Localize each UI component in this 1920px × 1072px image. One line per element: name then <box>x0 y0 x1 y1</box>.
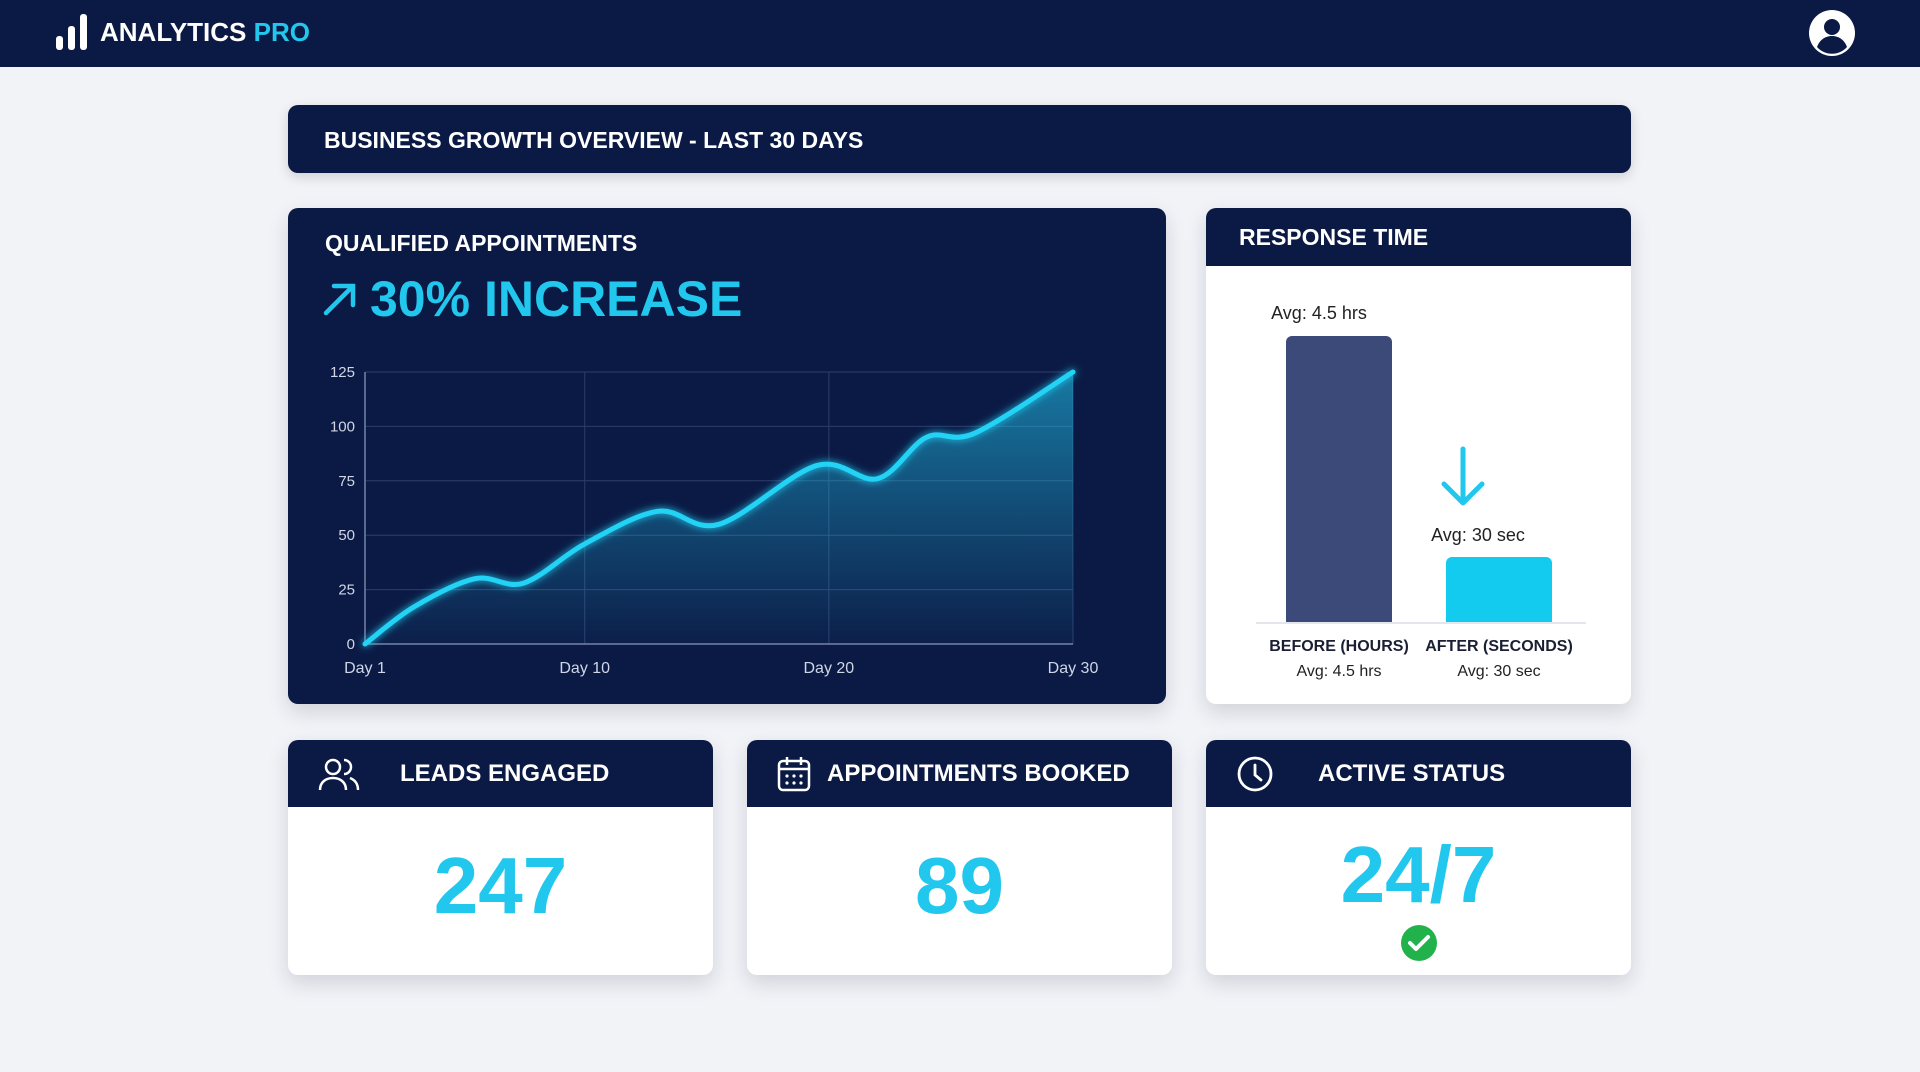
area-fill <box>365 372 1073 644</box>
before-avg: Avg: 4.5 hrs <box>1296 663 1382 680</box>
clock-icon <box>1237 756 1273 791</box>
x-tick-label: Day 30 <box>1048 660 1099 677</box>
baseline <box>1256 622 1586 624</box>
check-circle-icon <box>1401 925 1437 961</box>
leads-value: 247 <box>433 841 568 930</box>
after-bar-label: Avg: 30 sec <box>1431 525 1525 545</box>
active-status-card: ACTIVE STATUS 24/7 <box>1206 740 1631 975</box>
users-icon <box>318 758 360 790</box>
user-avatar-icon[interactable] <box>1808 9 1856 57</box>
increase-value: 30% INCREASE <box>370 271 743 327</box>
card-title: RESPONSE TIME <box>1206 208 1631 266</box>
brand-logo[interactable]: ANALYTICS PRO <box>56 14 310 50</box>
y-tick-label: 0 <box>347 636 355 653</box>
before-bar-label: Avg: 4.5 hrs <box>1271 303 1367 323</box>
brand-name: ANALYTICS <box>100 16 247 47</box>
arrow-up-right-icon <box>323 283 356 316</box>
overview-title: BUSINESS GROWTH OVERVIEW - LAST 30 DAYS <box>288 105 1631 173</box>
card-header: LEADS ENGAGED <box>288 740 713 807</box>
x-tick-label: Day 10 <box>559 660 610 677</box>
card-header: ACTIVE STATUS <box>1206 740 1631 807</box>
top-nav: ANALYTICS PRO <box>0 0 1920 67</box>
card-title: APPOINTMENTS BOOKED <box>827 759 1130 787</box>
calendar-icon <box>777 756 811 791</box>
category-before: BEFORE (HOURS) <box>1269 638 1409 655</box>
y-tick-label: 50 <box>338 527 355 544</box>
bar-chart-icon <box>56 14 87 50</box>
y-tick-label: 75 <box>338 473 355 490</box>
card-title: QUALIFIED APPOINTMENTS <box>325 230 638 256</box>
appointments-value: 89 <box>915 841 1004 930</box>
increase-headline: 30% INCREASE <box>322 270 742 328</box>
x-tick-label: Day 1 <box>344 660 386 677</box>
after-bar <box>1446 557 1552 622</box>
category-after: AFTER (SECONDS) <box>1425 638 1573 655</box>
card-title: ACTIVE STATUS <box>1318 759 1506 787</box>
arrow-down-icon <box>1441 446 1485 506</box>
y-tick-label: 125 <box>330 364 355 381</box>
x-tick-label: Day 20 <box>804 660 855 677</box>
appointments-booked-card: APPOINTMENTS BOOKED 89 <box>747 740 1172 975</box>
y-tick-label: 25 <box>338 582 355 599</box>
status-value: 24/7 <box>1340 830 1497 919</box>
card-title: LEADS ENGAGED <box>400 759 610 787</box>
y-tick-label: 100 <box>330 418 355 435</box>
brand-accent: PRO <box>253 16 310 47</box>
after-avg: Avg: 30 sec <box>1457 663 1541 680</box>
response-time-card: RESPONSE TIME Avg: 4.5 hrs Avg: 30 sec B… <box>1206 208 1631 704</box>
before-bar <box>1286 336 1392 622</box>
card-header: APPOINTMENTS BOOKED <box>747 740 1172 807</box>
leads-engaged-card: LEADS ENGAGED 247 <box>288 740 713 975</box>
qualified-appointments-chart: 0 25 50 75 100 125 Day 1 Day 10 Day 20 Day 30 <box>330 364 1099 677</box>
